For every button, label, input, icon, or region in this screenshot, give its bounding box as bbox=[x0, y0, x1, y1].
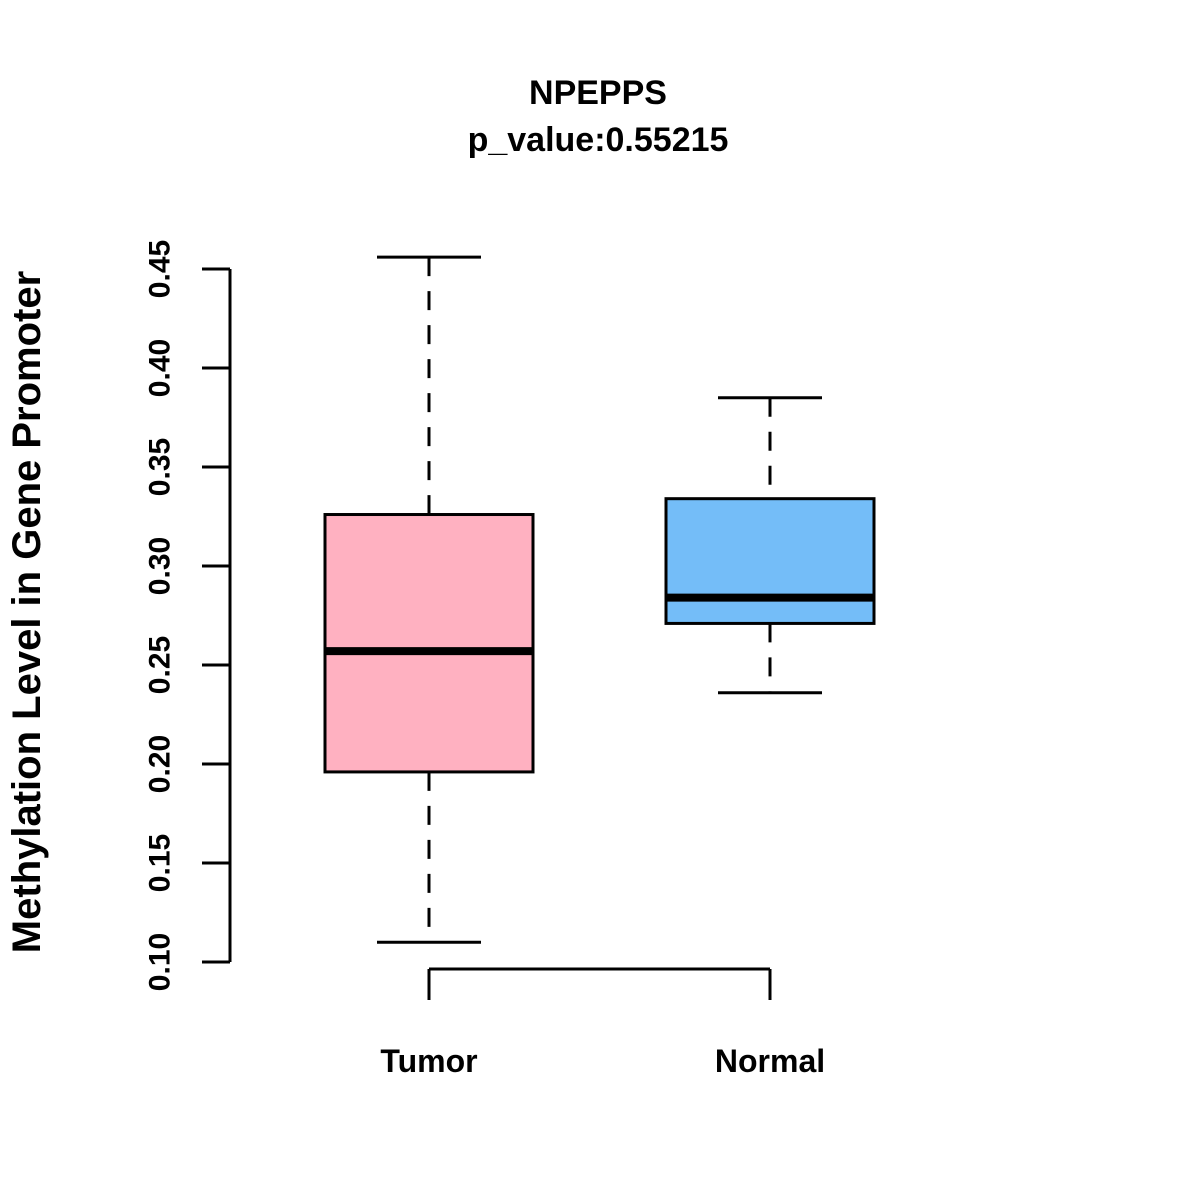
x-axis-category-label: Tumor bbox=[380, 1043, 477, 1079]
y-axis-tick-label: 0.30 bbox=[144, 537, 177, 595]
y-axis-tick-label: 0.35 bbox=[144, 438, 177, 496]
y-axis-title: Methylation Level in Gene Promoter bbox=[5, 271, 49, 953]
chart-title: NPEPPS bbox=[529, 74, 667, 112]
tumor-iqr-box bbox=[323, 513, 535, 774]
y-axis-tick-label: 0.40 bbox=[144, 339, 177, 397]
chart-subtitle: p_value:0.55215 bbox=[468, 121, 729, 159]
y-axis-tick-label: 0.20 bbox=[144, 735, 177, 793]
y-axis-tick-label: 0.15 bbox=[144, 834, 177, 892]
y-axis-tick-label: 0.10 bbox=[144, 933, 177, 991]
y-axis-tick-label: 0.45 bbox=[144, 240, 177, 298]
y-axis-tick-label: 0.25 bbox=[144, 636, 177, 694]
normal-iqr-box bbox=[664, 497, 876, 625]
x-axis-category-label: Normal bbox=[715, 1043, 825, 1079]
